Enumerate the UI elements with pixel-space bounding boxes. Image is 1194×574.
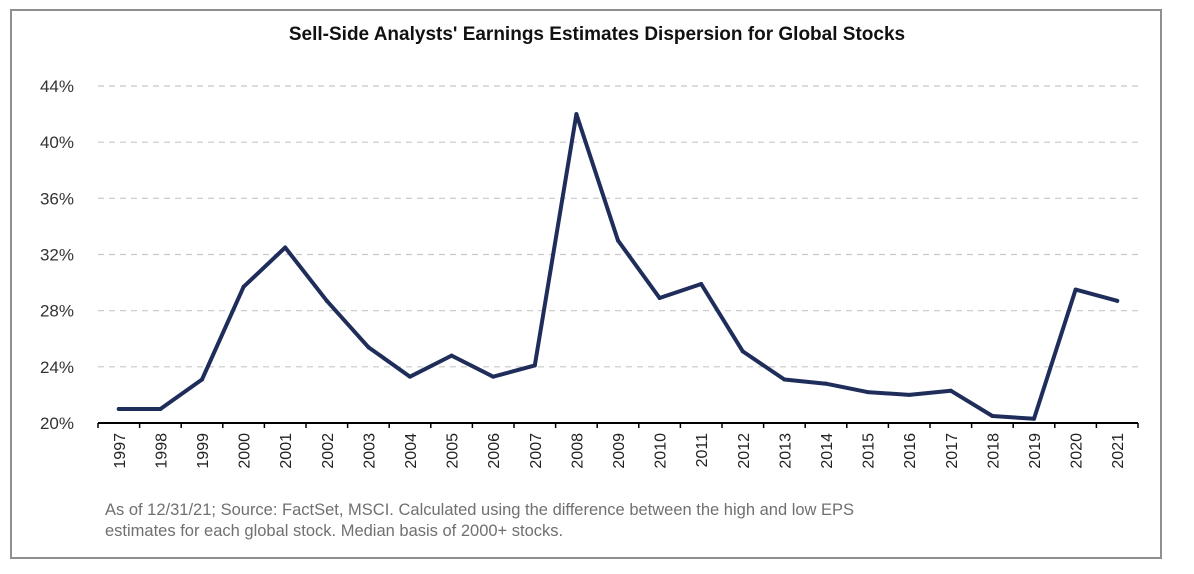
footnote: As of 12/31/21; Source: FactSet, MSCI. C… (105, 500, 1145, 542)
x-tick-label: 2005 (445, 433, 462, 469)
chart-frame (10, 9, 1162, 559)
data-point (657, 296, 662, 301)
y-tick-label: 40% (40, 133, 74, 152)
x-tick-label: 2014 (819, 433, 836, 469)
y-tick-label: 36% (40, 189, 74, 208)
x-tick-label: 2016 (902, 433, 919, 469)
data-point (740, 349, 745, 354)
data-point (200, 377, 204, 382)
data-point (782, 377, 787, 382)
data-point (907, 392, 912, 397)
series-line (116, 112, 1120, 421)
x-tick-label: 2004 (403, 433, 420, 469)
x-tick-label: 2021 (1110, 433, 1127, 469)
x-tick-label: 1997 (112, 433, 129, 469)
data-point (990, 413, 995, 418)
y-tick-label: 24% (40, 358, 74, 377)
x-tick-label: 2000 (237, 433, 254, 469)
x-tick-label: 2011 (694, 433, 711, 468)
y-tick-label: 28% (40, 302, 74, 321)
data-point (449, 353, 454, 358)
x-tick-label: 2010 (653, 433, 670, 469)
data-point (865, 390, 870, 395)
x-tick-label: 2015 (861, 433, 878, 469)
data-point (1032, 416, 1036, 421)
x-tick-label: 1999 (195, 433, 212, 469)
data-point (324, 298, 329, 303)
data-point (1073, 287, 1078, 292)
footnote-line-2: estimates for each global stock. Median … (105, 522, 564, 540)
footnote-line-1: As of 12/31/21; Source: FactSet, MSCI. C… (105, 501, 855, 519)
data-point (241, 284, 246, 289)
y-tick-label: 20% (40, 414, 74, 433)
x-tick-label: 2019 (1027, 433, 1044, 469)
x-axis (97, 422, 1139, 428)
x-tick-label: 2012 (736, 433, 753, 469)
data-point (824, 381, 828, 386)
x-tick-label: 2002 (320, 433, 337, 469)
x-tick-label: 2020 (1069, 433, 1086, 469)
x-tick-label: 2006 (486, 433, 503, 469)
y-axis-ticks: 20% 24% 28% 32% 36% 40% 44% (40, 77, 74, 433)
x-tick-label: 2013 (777, 433, 794, 469)
y-tick-label: 32% (40, 246, 74, 265)
data-point (116, 406, 121, 411)
data-point (408, 374, 412, 379)
data-point (948, 388, 953, 393)
chart-title: Sell-Side Analysts' Earnings Estimates D… (288, 24, 906, 45)
series-group (116, 112, 1120, 421)
data-point (366, 345, 371, 350)
data-point (532, 363, 537, 368)
x-tick-label: 2001 (278, 433, 295, 469)
x-tick-label: 2009 (611, 433, 628, 469)
data-point (699, 281, 704, 286)
x-tick-label: 1998 (153, 433, 170, 469)
x-axis-ticks: 1997 1998 1999 2000 2001 2002 2003 2004 2005 2006… (112, 433, 1127, 469)
x-tick-label: 2007 (528, 433, 545, 469)
data-point (616, 238, 620, 243)
data-point (158, 406, 163, 411)
x-tick-label: 2003 (361, 433, 378, 469)
y-tick-label: 44% (40, 77, 74, 96)
x-tick-label: 2018 (985, 433, 1002, 469)
data-point (1115, 298, 1120, 303)
x-tick-label: 2008 (569, 433, 586, 469)
gridlines (98, 85, 1138, 368)
data-point (491, 374, 496, 379)
data-point (574, 112, 579, 117)
data-point (283, 245, 288, 250)
x-tick-label: 2017 (944, 433, 961, 469)
